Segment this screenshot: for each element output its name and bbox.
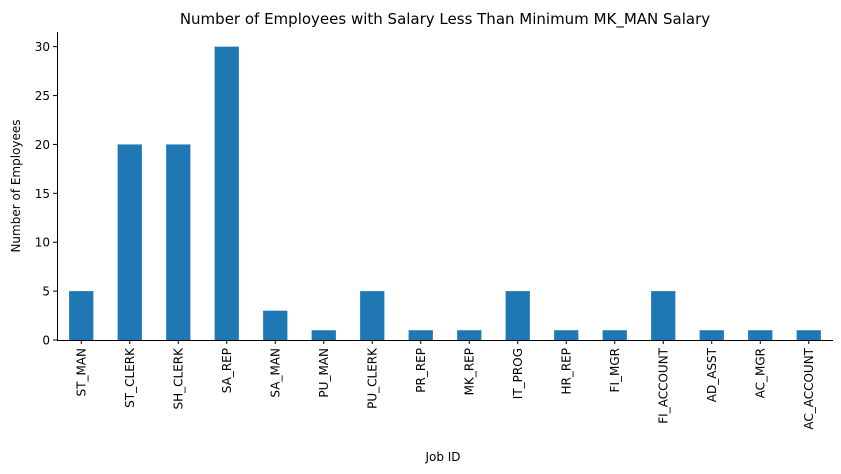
bar-pr-rep bbox=[408, 330, 433, 340]
y-tick-label: 15 bbox=[35, 187, 50, 201]
x-tick-label: IT_PROG bbox=[511, 348, 525, 399]
x-tick-label: ST_CLERK bbox=[123, 347, 137, 408]
x-tick-label: SH_CLERK bbox=[171, 347, 185, 410]
bar-sh-clerk bbox=[166, 144, 191, 340]
bar-pu-man bbox=[311, 330, 336, 340]
bar-ad-asst bbox=[699, 330, 724, 340]
y-tick-label: 25 bbox=[35, 89, 50, 103]
bar-mk-rep bbox=[457, 330, 482, 340]
bar-fi-account bbox=[651, 291, 676, 340]
x-tick-label: ST_MAN bbox=[74, 348, 88, 397]
x-tick-label: SA_MAN bbox=[268, 348, 282, 398]
bars-group bbox=[69, 46, 821, 341]
x-tick-label: AC_ACCOUNT bbox=[802, 347, 816, 429]
x-tick-label: PR_REP bbox=[414, 348, 428, 393]
x-tick-label: AD_ASST bbox=[705, 347, 719, 402]
bar-fi-mgr bbox=[602, 330, 627, 340]
bar-sa-rep bbox=[214, 46, 239, 341]
x-tick-label: FI_ACCOUNT bbox=[656, 347, 670, 423]
x-tick-label: AC_MGR bbox=[753, 348, 767, 398]
bar-pu-clerk bbox=[360, 291, 385, 340]
bar-sa-man bbox=[263, 310, 288, 340]
x-tick-label: PU_MAN bbox=[317, 348, 331, 398]
bar-st-clerk bbox=[117, 144, 142, 340]
x-axis: ST_MAN ST_CLERK SH_CLERK SA_REP SA_MAN PU_MAN… bbox=[74, 340, 816, 430]
y-tick-label: 5 bbox=[42, 285, 50, 299]
bar-ac-mgr bbox=[748, 330, 773, 340]
y-tick-label: 10 bbox=[35, 236, 50, 250]
y-axis: 0 5 10 15 20 25 30 bbox=[35, 40, 57, 348]
x-tick-label: FI_MGR bbox=[608, 348, 622, 392]
x-tick-label: PU_CLERK bbox=[365, 347, 379, 409]
x-axis-label: Job ID bbox=[424, 450, 460, 464]
y-tick-label: 20 bbox=[35, 138, 50, 152]
y-axis-label: Number of Employees bbox=[9, 119, 23, 252]
x-tick-label: MK_REP bbox=[462, 348, 476, 395]
y-tick-label: 0 bbox=[42, 334, 50, 348]
chart-title: Number of Employees with Salary Less Tha… bbox=[180, 10, 710, 29]
bar-hr-rep bbox=[554, 330, 579, 340]
bar-it-prog bbox=[505, 291, 530, 340]
bar-st-man bbox=[69, 291, 94, 340]
x-tick-label: SA_REP bbox=[220, 348, 234, 393]
bar-ac-account bbox=[796, 330, 821, 340]
y-tick-label: 30 bbox=[35, 40, 50, 54]
x-tick-label: HR_REP bbox=[559, 348, 573, 395]
